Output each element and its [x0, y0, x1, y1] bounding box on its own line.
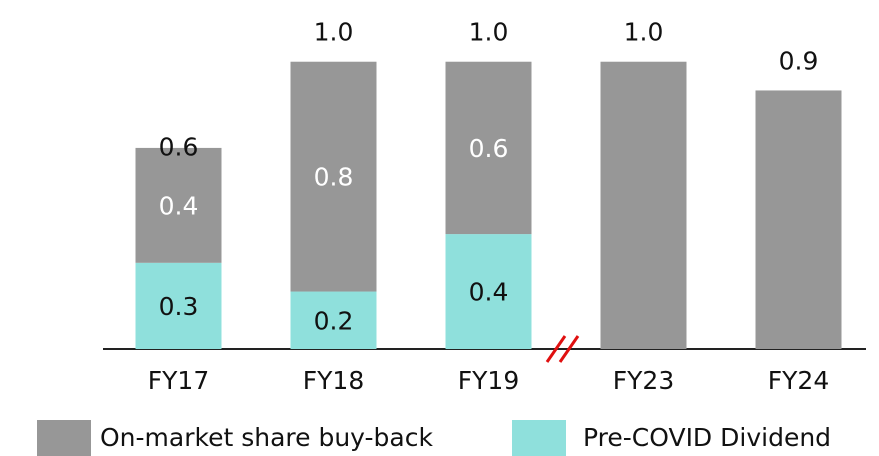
- total-label: 0.6: [159, 133, 199, 162]
- bar-segment: [445, 234, 532, 349]
- x-tick-label: FY19: [458, 366, 519, 395]
- x-tick-label: FY17: [148, 366, 209, 395]
- data-label: 0.2: [314, 306, 354, 335]
- total-label: 1.0: [314, 18, 354, 47]
- bar-segment: [135, 262, 222, 349]
- data-label: 0.4: [159, 191, 199, 220]
- bar-segment: [600, 61, 687, 350]
- data-label: 0.4: [469, 278, 509, 307]
- legend-label: Pre-COVID Dividend: [583, 423, 831, 452]
- total-label: 1.0: [624, 18, 664, 47]
- bar-segment: [290, 291, 377, 349]
- x-tick-label: FY23: [613, 366, 674, 395]
- total-label: 1.0: [469, 18, 509, 47]
- data-label: 0.6: [469, 134, 509, 163]
- x-tick-label: FY24: [768, 366, 829, 395]
- bar-segment: [755, 90, 842, 350]
- data-label: 0.8: [314, 163, 354, 192]
- total-label: 0.9: [779, 46, 819, 75]
- bar-segment: [135, 147, 222, 263]
- bar-segment: [290, 61, 377, 292]
- bar-segment: [445, 61, 532, 235]
- legend-label: On-market share buy-back: [100, 423, 433, 452]
- legend-swatch: [37, 420, 91, 456]
- x-tick-label: FY18: [303, 366, 364, 395]
- axis-break: [545, 335, 580, 363]
- data-label: 0.3: [159, 292, 199, 321]
- legend-swatch: [512, 420, 566, 456]
